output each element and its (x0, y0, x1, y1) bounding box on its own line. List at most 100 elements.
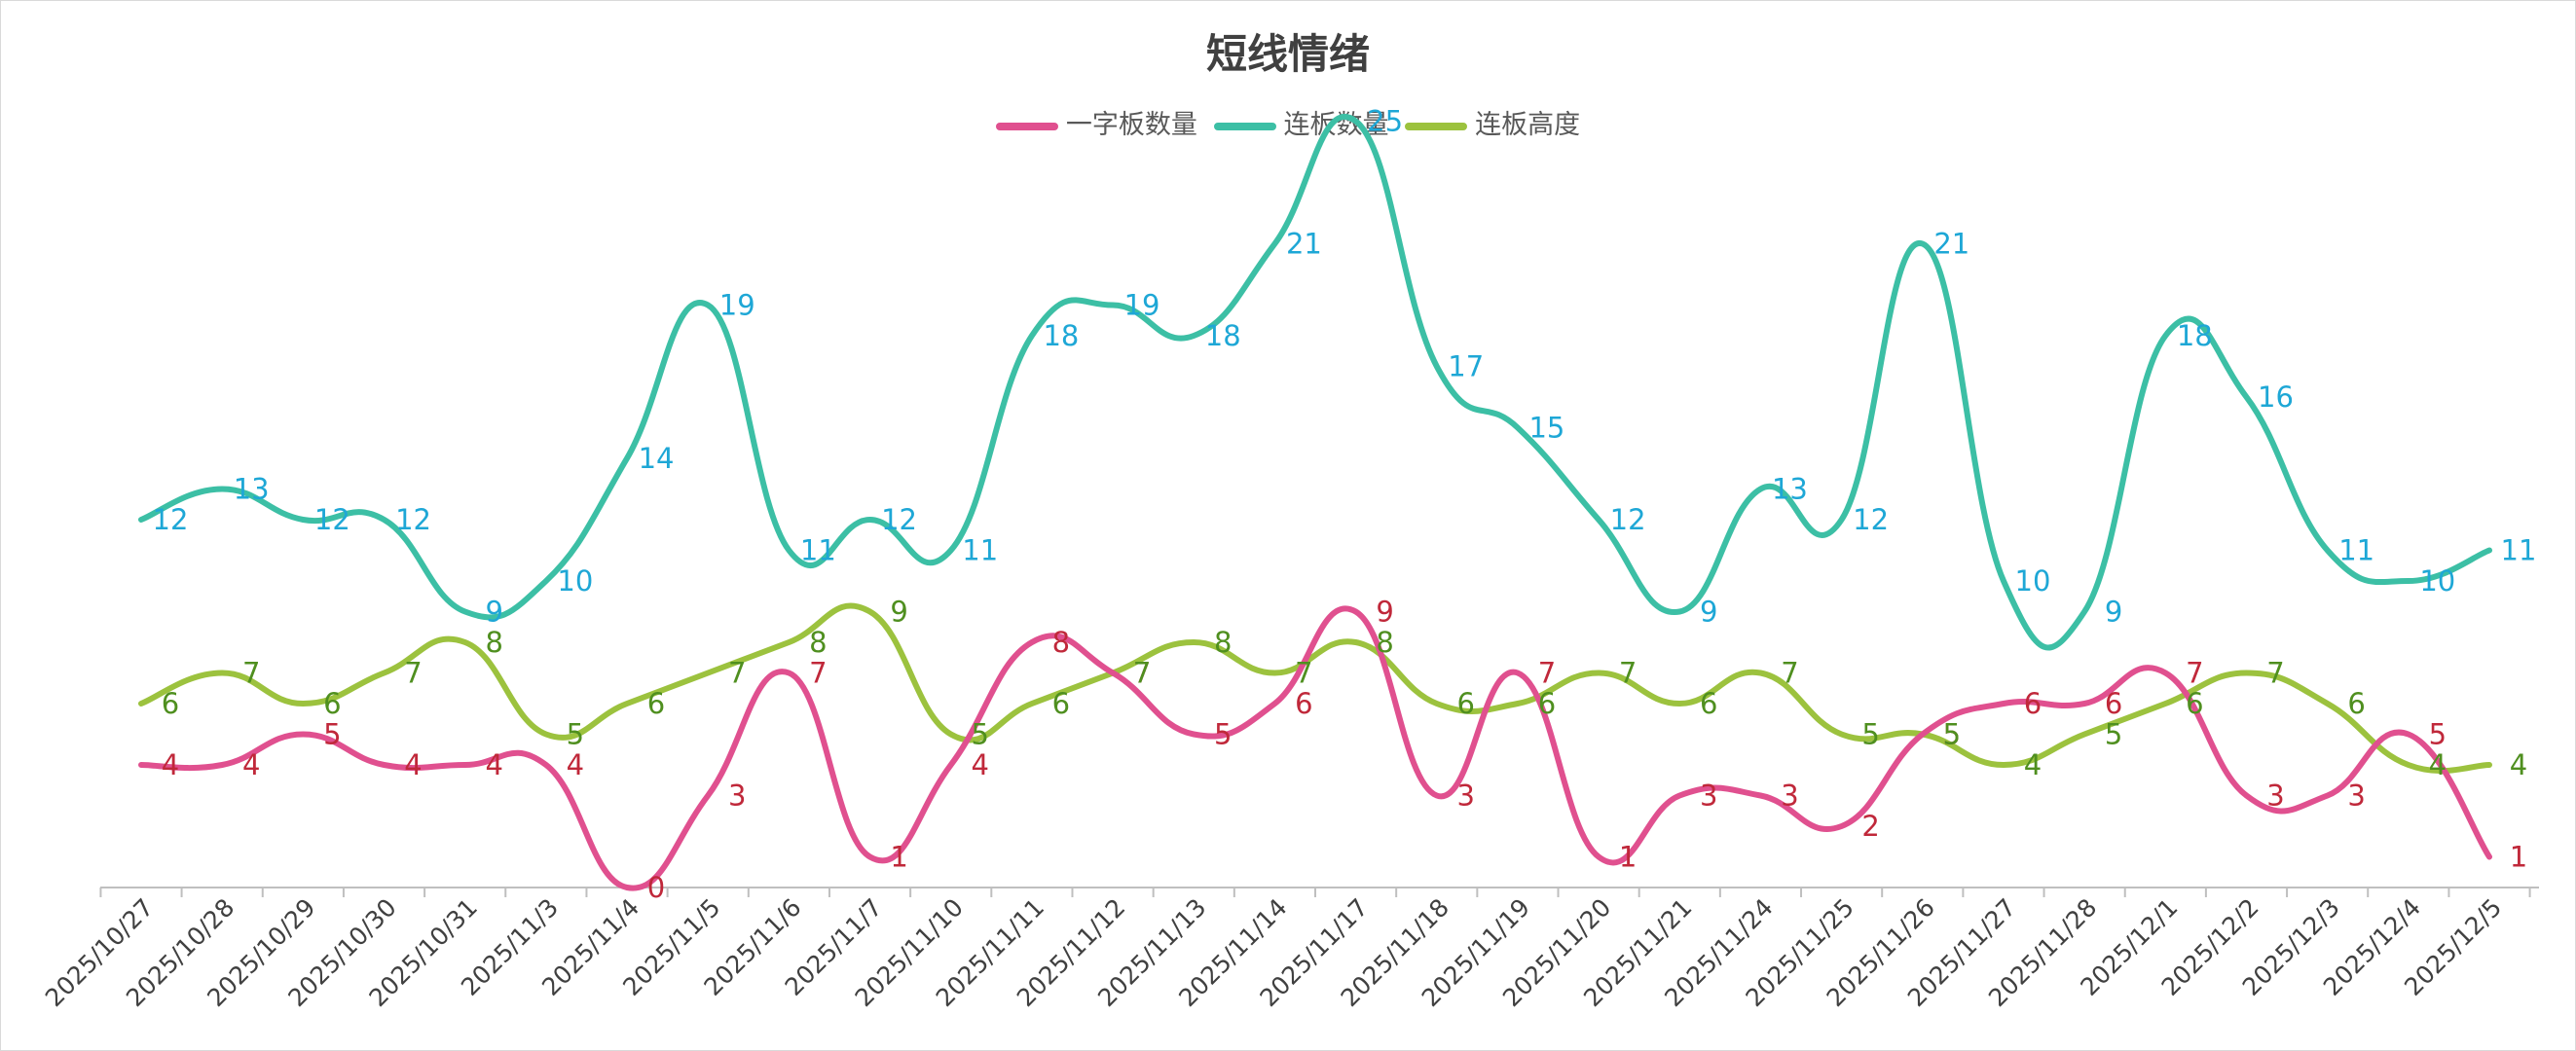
data-label-series-0: 6 (2105, 687, 2122, 720)
data-label-series-2: 8 (809, 626, 827, 659)
data-label-series-2: 6 (1700, 687, 1717, 720)
data-label-series-1: 9 (485, 596, 502, 629)
data-label-series-2: 7 (2266, 657, 2284, 690)
data-label-series-0: 9 (1376, 596, 1393, 629)
series-line-1 (138, 114, 2492, 651)
data-label-series-0: 1 (1619, 841, 1637, 874)
legend-swatch-series-2 (1405, 122, 1468, 130)
legend-item-series-0[interactable]: 一字板数量 (995, 103, 1197, 141)
data-label-series-2: 7 (1781, 657, 1798, 690)
data-label-series-0: 3 (728, 779, 746, 813)
data-label-series-2: 8 (1376, 626, 1393, 659)
data-label-series-1: 13 (1772, 473, 1808, 506)
data-label-series-0: 6 (1295, 687, 1312, 720)
data-label-series-0: 7 (809, 657, 827, 690)
data-label-series-2: 5 (1943, 718, 1961, 751)
data-label-series-0: 7 (1133, 657, 1151, 690)
data-label-series-0: 1 (2510, 841, 2527, 874)
data-label-series-2: 4 (2510, 748, 2527, 781)
data-label-series-1: 21 (1286, 228, 1322, 261)
data-label-series-0: 3 (1457, 779, 1475, 813)
data-label-series-0: 5 (2429, 718, 2447, 751)
data-label-series-1: 12 (1853, 503, 1889, 536)
data-label-series-1: 11 (2338, 534, 2374, 567)
data-label-series-1: 10 (557, 564, 593, 598)
data-label-series-1: 10 (2419, 564, 2455, 598)
data-label-series-0: 1 (890, 841, 907, 874)
data-label-series-2: 6 (1538, 687, 1556, 720)
data-label-series-1: 11 (962, 534, 998, 567)
data-label-series-1: 25 (1367, 105, 1403, 138)
data-label-series-1: 19 (1124, 289, 1160, 322)
series-line-0 (138, 605, 2492, 891)
data-label-series-2: 6 (2347, 687, 2365, 720)
data-label-series-2: 5 (567, 718, 584, 751)
data-label-series-0: 5 (1214, 718, 1232, 751)
data-label-series-2: 6 (1457, 687, 1475, 720)
data-label-series-2: 6 (323, 687, 341, 720)
data-label-series-1: 9 (1700, 596, 1717, 629)
data-label-series-2: 9 (890, 596, 907, 629)
data-label-series-1: 18 (2177, 319, 2213, 352)
data-label-series-1: 12 (314, 503, 350, 536)
data-label-series-0: 7 (1538, 657, 1556, 690)
legend-swatch-series-0 (995, 122, 1058, 130)
data-label-series-2: 7 (404, 657, 422, 690)
data-label-series-2: 7 (242, 657, 260, 690)
data-label-series-2: 6 (2186, 687, 2203, 720)
data-label-series-0: 7 (2186, 657, 2203, 690)
data-label-series-1: 10 (2015, 564, 2051, 598)
data-label-series-2: 6 (162, 687, 179, 720)
data-label-series-0: 4 (404, 748, 422, 781)
legend-label-series-2: 连板高度 (1475, 110, 1581, 140)
data-label-series-0: 8 (1052, 626, 1070, 659)
legend-label-series-0: 一字板数量 (1065, 110, 1197, 140)
data-label-series-1: 12 (153, 503, 189, 536)
data-label-series-0: 3 (1781, 779, 1798, 813)
series-line-2 (138, 602, 2492, 775)
data-label-series-1: 15 (1528, 412, 1564, 445)
legend-label-series-1: 连板数量 (1283, 110, 1389, 140)
data-label-series-2: 6 (1052, 687, 1070, 720)
data-label-series-0: 3 (2266, 779, 2284, 813)
legend-item-series-2[interactable]: 连板高度 (1405, 103, 1580, 141)
data-label-series-0: 4 (567, 748, 584, 781)
data-label-series-1: 19 (719, 289, 755, 322)
data-label-series-0: 3 (2347, 779, 2365, 813)
data-label-series-0: 5 (323, 718, 341, 751)
data-label-series-1: 12 (1610, 503, 1646, 536)
data-label-series-0: 3 (1700, 779, 1717, 813)
data-label-series-0: 5 (1943, 718, 1961, 751)
data-label-series-1: 14 (639, 442, 675, 475)
data-label-series-0: 4 (162, 748, 179, 781)
data-label-series-2: 7 (1133, 657, 1151, 690)
data-label-series-1: 18 (1205, 319, 1241, 352)
data-label-series-1: 17 (1448, 350, 1484, 383)
data-label-series-1: 12 (881, 503, 917, 536)
legend-item-series-1[interactable]: 连板数量 (1213, 103, 1389, 141)
data-label-series-2: 4 (2024, 748, 2042, 781)
data-label-series-2: 7 (1295, 657, 1312, 690)
data-label-series-2: 4 (2429, 748, 2447, 781)
data-label-series-0: 2 (1861, 810, 1879, 843)
data-label-series-2: 5 (971, 718, 988, 751)
data-label-series-2: 5 (2105, 718, 2122, 751)
data-label-series-2: 6 (647, 687, 665, 720)
data-label-series-0: 4 (971, 748, 988, 781)
data-label-series-2: 7 (728, 657, 746, 690)
data-label-series-2: 8 (1214, 626, 1232, 659)
data-label-series-1: 12 (395, 503, 431, 536)
data-label-series-2: 8 (485, 626, 502, 659)
data-label-series-1: 11 (2501, 534, 2537, 567)
data-label-series-0: 6 (2024, 687, 2042, 720)
data-label-series-1: 21 (1933, 228, 1969, 261)
data-label-series-0: 0 (647, 871, 665, 904)
legend-swatch-series-1 (1213, 122, 1276, 130)
data-label-series-1: 11 (800, 534, 836, 567)
data-label-series-2: 5 (1861, 718, 1879, 751)
data-label-series-2: 7 (1619, 657, 1637, 690)
data-label-series-1: 16 (2258, 381, 2294, 414)
chart-title: 短线情绪 (1205, 30, 1370, 78)
